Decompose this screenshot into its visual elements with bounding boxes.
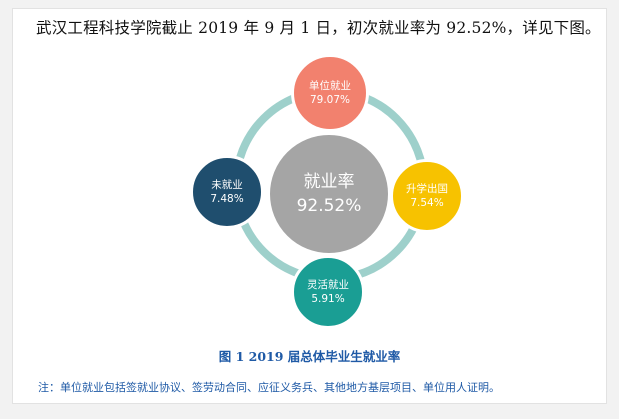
node-further-study-abroad: 升学出国 7.54% bbox=[390, 159, 464, 233]
node-unit-employment: 单位就业 79.07% bbox=[291, 54, 369, 132]
figure-caption: 图 1 2019 届总体毕业生就业率 bbox=[218, 349, 401, 364]
intro-paragraph: 武汉工程科技学院截止 2019 年 9 月 1 日，初次就业率为 92.52%，… bbox=[36, 19, 601, 37]
center-label: 就业率 bbox=[303, 172, 355, 192]
center-circle-employment-rate: 就业率 92.52% bbox=[266, 131, 392, 257]
node-value: 79.07% bbox=[309, 94, 351, 106]
node-not-employed: 未就业 7.48% bbox=[190, 155, 264, 229]
node-value: 7.54% bbox=[410, 197, 444, 209]
footnote: 注：单位就业包括签就业协议、签劳动合同、应征义务兵、其他地方基层项目、单位用人证… bbox=[38, 381, 500, 394]
node-flexible-employment: 灵活就业 5.91% bbox=[291, 255, 365, 329]
node-label: 灵活就业 bbox=[307, 279, 349, 291]
center-value: 92.52% bbox=[296, 196, 362, 216]
node-label: 未就业 bbox=[211, 179, 243, 191]
node-label: 单位就业 bbox=[309, 80, 351, 92]
node-value: 7.48% bbox=[210, 193, 244, 205]
node-value: 5.91% bbox=[311, 293, 345, 305]
node-label: 升学出国 bbox=[406, 183, 448, 195]
